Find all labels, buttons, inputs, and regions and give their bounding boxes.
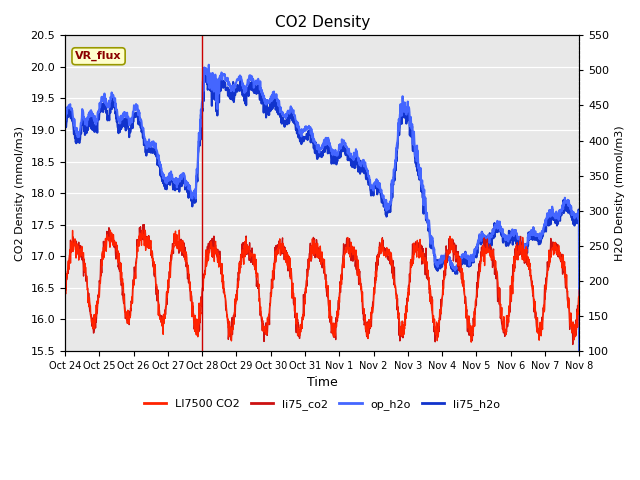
LI7500 CO2 xyxy=(354,257,362,263)
li75_h2o xyxy=(101,106,109,111)
LI7500 CO2 xyxy=(467,339,475,345)
li75_h2o xyxy=(280,118,287,123)
op_h2o xyxy=(205,62,212,68)
LI7500 CO2 xyxy=(61,297,69,302)
LI7500 CO2 xyxy=(291,296,298,302)
op_h2o xyxy=(101,95,109,101)
li75_co2 xyxy=(575,298,583,303)
li75_h2o xyxy=(354,159,362,165)
li75_h2o xyxy=(291,120,298,126)
li75_co2 xyxy=(101,243,109,249)
Legend: LI7500 CO2, li75_co2, op_h2o, li75_h2o: LI7500 CO2, li75_co2, op_h2o, li75_h2o xyxy=(140,395,504,415)
X-axis label: Time: Time xyxy=(307,376,337,389)
li75_co2 xyxy=(300,292,307,298)
op_h2o xyxy=(61,118,69,123)
op_h2o xyxy=(354,156,362,161)
li75_co2 xyxy=(280,243,287,249)
Line: li75_co2: li75_co2 xyxy=(65,225,579,345)
li75_co2 xyxy=(291,302,298,308)
LI7500 CO2 xyxy=(300,314,307,320)
li75_co2 xyxy=(140,222,148,228)
op_h2o xyxy=(291,112,298,118)
LI7500 CO2 xyxy=(175,227,183,233)
li75_co2 xyxy=(354,265,362,271)
Y-axis label: H2O Density (mmol/m3): H2O Density (mmol/m3) xyxy=(615,125,625,261)
op_h2o xyxy=(122,113,129,119)
LI7500 CO2 xyxy=(280,250,287,255)
Text: VR_flux: VR_flux xyxy=(76,51,122,61)
li75_co2 xyxy=(122,309,129,314)
op_h2o xyxy=(280,112,287,118)
li75_h2o xyxy=(575,415,583,421)
li75_co2 xyxy=(569,342,577,348)
li75_h2o xyxy=(122,128,129,133)
LI7500 CO2 xyxy=(101,240,109,246)
op_h2o xyxy=(300,129,307,134)
li75_h2o xyxy=(200,69,208,75)
LI7500 CO2 xyxy=(575,287,583,293)
Line: op_h2o: op_h2o xyxy=(65,65,579,422)
Title: CO2 Density: CO2 Density xyxy=(275,15,370,30)
Line: LI7500 CO2: LI7500 CO2 xyxy=(65,230,579,342)
op_h2o xyxy=(575,419,583,425)
LI7500 CO2 xyxy=(122,314,129,320)
Y-axis label: CO2 Density (mmol/m3): CO2 Density (mmol/m3) xyxy=(15,126,25,261)
li75_h2o xyxy=(61,125,69,131)
li75_h2o xyxy=(300,138,307,144)
Line: li75_h2o: li75_h2o xyxy=(65,72,579,418)
li75_co2 xyxy=(61,294,69,300)
